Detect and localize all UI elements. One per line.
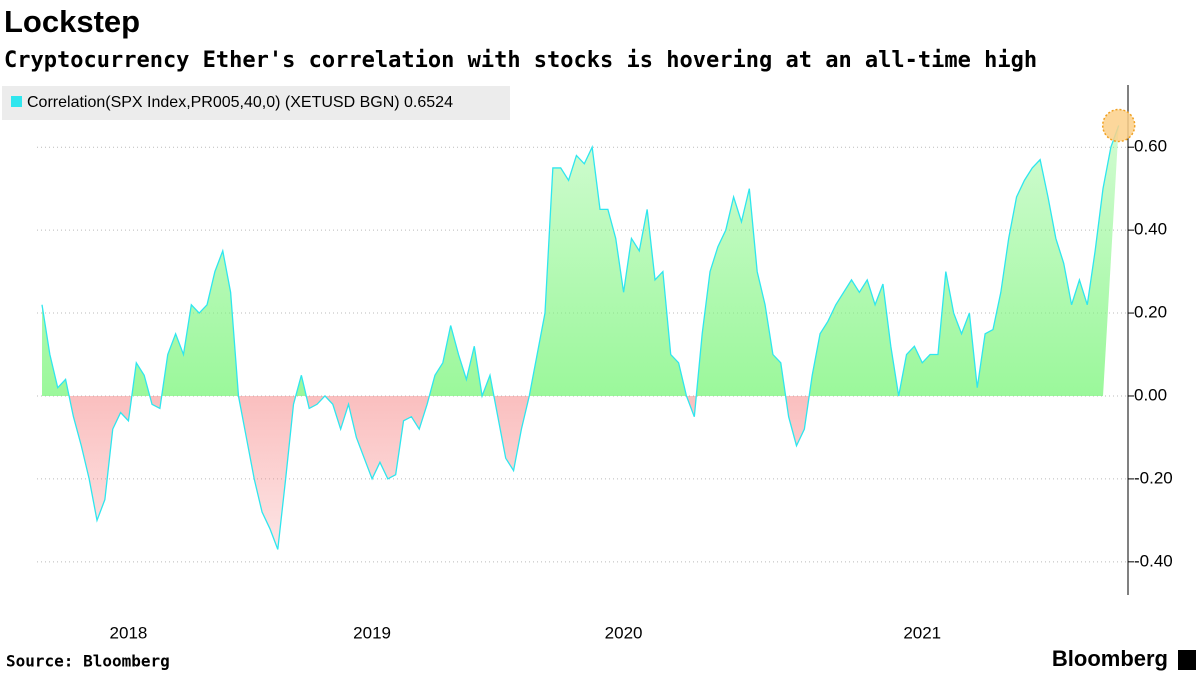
highlight-marker: [1101, 108, 1136, 143]
brand: Bloomberg: [1052, 646, 1168, 671]
legend-box: [2, 86, 510, 120]
legend-swatch: [11, 96, 22, 107]
brand-icon: [1178, 650, 1196, 670]
x-tick-label: 2019: [353, 623, 391, 642]
x-tick-label: 2018: [110, 623, 148, 642]
legend-label: Correlation(SPX Index,PR005,40,0) (XETUS…: [27, 94, 453, 111]
y-tick-label: -0.20: [1134, 468, 1173, 487]
y-tick-label: 0.00: [1134, 385, 1167, 404]
chart-title: Lockstep: [4, 4, 140, 39]
source: Source: Bloomberg: [6, 652, 170, 671]
y-tick-label: 0.20: [1134, 303, 1167, 322]
area-positive: [42, 125, 1119, 396]
y-tick-label: 0.40: [1134, 220, 1167, 239]
chart-subtitle: Cryptocurrency Ether's correlation with …: [4, 48, 1037, 73]
line: [41, 125, 1120, 550]
y-tick-label: 0.60: [1134, 137, 1167, 156]
y-tick-label: -0.40: [1134, 551, 1173, 570]
area-negative: [42, 395, 1104, 550]
x-tick-label: 2021: [903, 623, 941, 642]
x-tick-label: 2020: [605, 623, 643, 642]
